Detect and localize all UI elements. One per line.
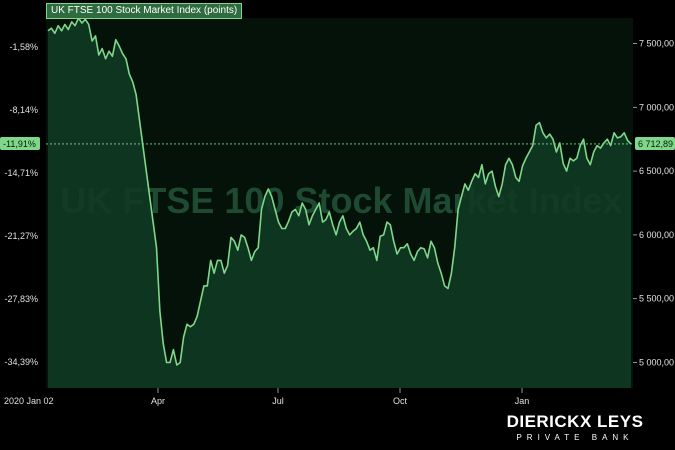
current-right-badge — [635, 136, 675, 150]
x-tick-label: Apr — [151, 396, 165, 406]
y-left-tick-label: -27,83% — [4, 294, 38, 304]
y-left-tick-label: -8,14% — [9, 105, 38, 115]
y-left-tick-label: -21,27% — [4, 231, 38, 241]
brand-logo-tagline: PRIVATE BANK — [516, 433, 634, 442]
x-tick-label: Jan — [515, 396, 530, 406]
current-left-badge-label: -11,91% — [3, 139, 36, 149]
x-tick-label: 2020 Jan 02 — [4, 396, 54, 406]
current-left-badge — [0, 136, 40, 150]
x-tick-label: Jul — [272, 396, 284, 406]
y-right-tick-label: 5 500,00 — [639, 294, 674, 304]
y-left-tick-label: -34,39% — [4, 357, 38, 367]
y-right-tick-label: 5 000,00 — [639, 357, 674, 367]
chart-title: UK FTSE 100 Stock Market Index (points) — [46, 3, 243, 19]
y-left-tick-label: -14,71% — [4, 168, 38, 178]
y-left-tick-label: -1,58% — [9, 42, 38, 52]
brand-logo: DIERICKX LEYS PRIVATE BANK — [500, 413, 650, 443]
current-right-badge-label: 6 712,89 — [638, 139, 673, 149]
x-tick-label: Oct — [393, 396, 408, 406]
y-right-tick-label: 7 500,00 — [639, 39, 674, 49]
y-right-tick-label: 6 000,00 — [639, 230, 674, 240]
y-right-tick-label: 6 500,00 — [639, 166, 674, 176]
brand-logo-name: DIERICKX LEYS — [506, 412, 644, 431]
series-line — [47, 17, 632, 366]
y-right-tick-label: 7 000,00 — [639, 102, 674, 112]
series-area — [48, 18, 631, 388]
